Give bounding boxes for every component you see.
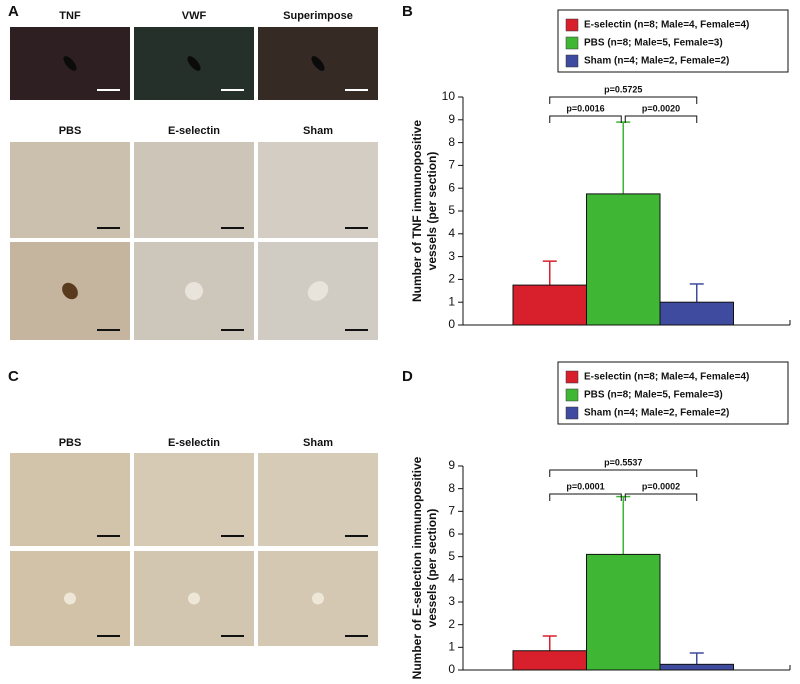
y-tick-label: 8 bbox=[448, 135, 455, 149]
bar bbox=[659, 663, 734, 671]
y-axis-label: vessels (per section) bbox=[425, 152, 439, 271]
micrograph bbox=[10, 453, 130, 546]
image-label: E-selectin bbox=[168, 437, 220, 449]
bar bbox=[659, 301, 734, 326]
image-label: Sham bbox=[303, 125, 333, 137]
p-value: p=0.5725 bbox=[604, 84, 642, 94]
image-label: PBS bbox=[59, 437, 82, 449]
image-label: Superimpose bbox=[283, 10, 353, 22]
image-label: TNF bbox=[59, 10, 81, 22]
vessel bbox=[63, 56, 77, 71]
legend-swatch bbox=[565, 54, 579, 68]
y-tick-label: 4 bbox=[448, 572, 455, 586]
y-tick-label: 0 bbox=[448, 662, 455, 676]
y-tick-label: 10 bbox=[442, 89, 456, 103]
y-tick-label: 6 bbox=[448, 180, 455, 194]
legend-swatch bbox=[565, 388, 579, 402]
y-tick-label: 0 bbox=[448, 317, 455, 331]
y-tick-label: 7 bbox=[448, 504, 455, 518]
y-tick-label: 1 bbox=[448, 640, 455, 654]
panel-letter: B bbox=[402, 3, 413, 20]
panel-letter: D bbox=[402, 368, 413, 385]
significance-bracket bbox=[549, 493, 622, 501]
y-tick-label: 3 bbox=[448, 594, 455, 608]
legend-swatch bbox=[565, 406, 579, 420]
legend-box bbox=[557, 361, 789, 425]
bar bbox=[586, 193, 661, 326]
y-tick-label: 7 bbox=[448, 158, 455, 172]
legend-swatch bbox=[565, 36, 579, 50]
legend-swatch bbox=[565, 370, 579, 384]
micrograph bbox=[10, 142, 130, 238]
vessel bbox=[188, 592, 200, 605]
legend-label: PBS (n=8; Male=5, Female=3) bbox=[584, 38, 723, 49]
vessel bbox=[311, 56, 325, 71]
significance-bracket bbox=[624, 115, 698, 123]
legend-swatch bbox=[565, 18, 579, 32]
panel-letter: A bbox=[8, 3, 19, 20]
legend-label: Sham (n=4; Male=2, Female=2) bbox=[584, 56, 729, 67]
legend-label: Sham (n=4; Male=2, Female=2) bbox=[584, 408, 729, 419]
p-value: p=0.0001 bbox=[566, 481, 604, 491]
significance-bracket bbox=[549, 96, 698, 104]
p-value: p=0.5537 bbox=[604, 457, 642, 467]
y-tick-label: 6 bbox=[448, 526, 455, 540]
bar bbox=[512, 284, 587, 326]
y-tick-label: 5 bbox=[448, 549, 455, 563]
vessel bbox=[185, 282, 203, 300]
y-tick-label: 9 bbox=[448, 458, 455, 472]
vessel bbox=[307, 281, 329, 301]
micrograph bbox=[258, 453, 378, 546]
y-axis-label: Number of TNF immunopositive bbox=[410, 120, 424, 302]
bar bbox=[512, 650, 587, 671]
y-axis-label: Number of E-selection immunopositive bbox=[410, 456, 424, 679]
y-tick-label: 2 bbox=[448, 617, 455, 631]
y-tick-label: 9 bbox=[448, 112, 455, 126]
p-value: p=0.0020 bbox=[642, 103, 680, 113]
legend-box bbox=[557, 9, 789, 73]
significance-bracket bbox=[549, 115, 622, 123]
y-tick-label: 3 bbox=[448, 249, 455, 263]
micrograph bbox=[258, 142, 378, 238]
p-value: p=0.0016 bbox=[566, 103, 604, 113]
y-tick-label: 4 bbox=[448, 226, 455, 240]
legend-label: PBS (n=8; Male=5, Female=3) bbox=[584, 390, 723, 401]
image-label: Sham bbox=[303, 437, 333, 449]
y-axis-label: vessels (per section) bbox=[425, 509, 439, 628]
micrograph bbox=[134, 142, 254, 238]
y-tick-label: 2 bbox=[448, 272, 455, 286]
panel-letter: C bbox=[8, 368, 19, 385]
legend-label: E-selectin (n=8; Male=4, Female=4) bbox=[584, 372, 749, 383]
image-label: VWF bbox=[182, 10, 207, 22]
significance-bracket bbox=[624, 493, 698, 501]
significance-bracket bbox=[549, 469, 698, 477]
legend-label: E-selectin (n=8; Male=4, Female=4) bbox=[584, 20, 749, 31]
vessel bbox=[62, 282, 78, 300]
image-label: E-selectin bbox=[168, 125, 220, 137]
p-value: p=0.0002 bbox=[642, 481, 680, 491]
image-label: PBS bbox=[59, 125, 82, 137]
vessel bbox=[312, 592, 324, 605]
y-tick-label: 8 bbox=[448, 481, 455, 495]
micrograph bbox=[134, 453, 254, 546]
y-tick-label: 5 bbox=[448, 203, 455, 217]
y-tick-label: 1 bbox=[448, 294, 455, 308]
vessel bbox=[64, 592, 76, 605]
bar bbox=[586, 553, 661, 671]
vessel bbox=[187, 56, 201, 71]
